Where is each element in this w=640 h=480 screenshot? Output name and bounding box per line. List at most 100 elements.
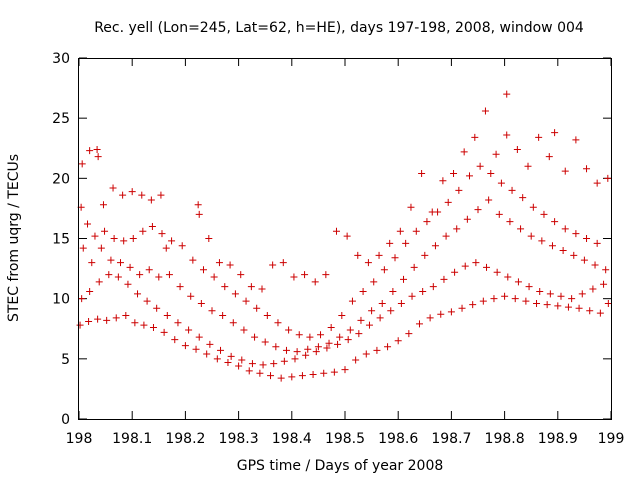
data-point (560, 247, 567, 254)
data-point (544, 301, 551, 308)
data-point (459, 305, 466, 312)
data-point (360, 288, 367, 295)
chart-title: Rec. yell (Lon=245, Lat=62, h=HE), days … (94, 20, 584, 36)
data-point (320, 370, 327, 377)
data-point (349, 298, 356, 305)
data-point (512, 295, 519, 302)
data-point (310, 371, 317, 378)
data-point (130, 235, 137, 242)
data-point (355, 330, 362, 337)
data-point (85, 318, 92, 325)
data-point (519, 194, 526, 201)
data-point (389, 288, 396, 295)
data-point (384, 343, 391, 350)
data-point (345, 336, 352, 343)
data-point (363, 351, 370, 358)
data-point (259, 286, 266, 293)
data-point (246, 367, 253, 374)
data-point (450, 170, 457, 177)
data-point (381, 266, 388, 273)
data-point (579, 290, 586, 297)
data-point (535, 134, 542, 141)
data-point (281, 358, 288, 365)
data-point (336, 334, 343, 341)
data-point (551, 129, 558, 136)
y-axis: 0 5 10 15 20 25 30 (52, 51, 611, 428)
data-point (79, 160, 86, 167)
data-point (344, 233, 351, 240)
data-point (238, 357, 245, 364)
data-point (288, 373, 295, 380)
data-point (302, 352, 309, 359)
data-point (501, 293, 508, 300)
data-point (533, 300, 540, 307)
data-point (338, 312, 345, 319)
data-point (157, 192, 164, 199)
data-point (86, 288, 93, 295)
data-point (547, 290, 554, 297)
data-point (583, 165, 590, 172)
data-point (565, 304, 572, 311)
data-point (161, 329, 168, 336)
data-point (377, 314, 384, 321)
data-point (189, 257, 196, 264)
data-point (445, 199, 452, 206)
data-point (472, 259, 479, 266)
y-tick-label: 15 (52, 232, 70, 248)
data-point (146, 266, 153, 273)
data-point (400, 276, 407, 283)
data-point (216, 259, 223, 266)
data-point (334, 341, 341, 348)
data-point (540, 211, 547, 218)
data-point (228, 353, 235, 360)
data-point (80, 245, 87, 252)
data-point (347, 326, 354, 333)
data-point (471, 134, 478, 141)
data-point (437, 311, 444, 318)
data-point (219, 312, 226, 319)
data-point (373, 347, 380, 354)
data-point (515, 278, 522, 285)
data-point (405, 330, 412, 337)
data-point (91, 233, 98, 240)
data-point (119, 192, 126, 199)
data-point (546, 153, 553, 160)
data-point (117, 259, 124, 266)
data-point (103, 317, 110, 324)
data-point (604, 175, 611, 182)
data-point (528, 233, 535, 240)
data-point (589, 286, 596, 293)
data-point (440, 276, 447, 283)
data-point (206, 341, 213, 348)
data-point (317, 331, 324, 338)
y-tick-label: 25 (52, 111, 70, 127)
x-tick-label: 198.6 (378, 431, 418, 447)
data-point (100, 201, 107, 208)
data-point (522, 298, 529, 305)
data-point (526, 283, 533, 290)
x-tick-label: 198.5 (325, 431, 365, 447)
data-point (392, 254, 399, 261)
data-point (134, 290, 141, 297)
data-point (285, 326, 292, 333)
data-point (443, 233, 450, 240)
data-point (597, 310, 604, 317)
data-point (395, 337, 402, 344)
data-point (196, 211, 203, 218)
data-point (503, 132, 510, 139)
data-point (174, 319, 181, 326)
data-point (196, 334, 203, 341)
data-point (304, 346, 311, 353)
data-point (105, 271, 112, 278)
data-point (312, 278, 319, 285)
data-point (342, 366, 349, 373)
y-axis-label: STEC from uqrg / TECUs (6, 154, 22, 322)
data-point (205, 235, 212, 242)
y-tick-label: 5 (61, 352, 70, 368)
data-point (517, 225, 524, 232)
data-point (260, 361, 267, 368)
data-point (421, 252, 428, 259)
data-point (462, 263, 469, 270)
data-point (280, 259, 287, 266)
